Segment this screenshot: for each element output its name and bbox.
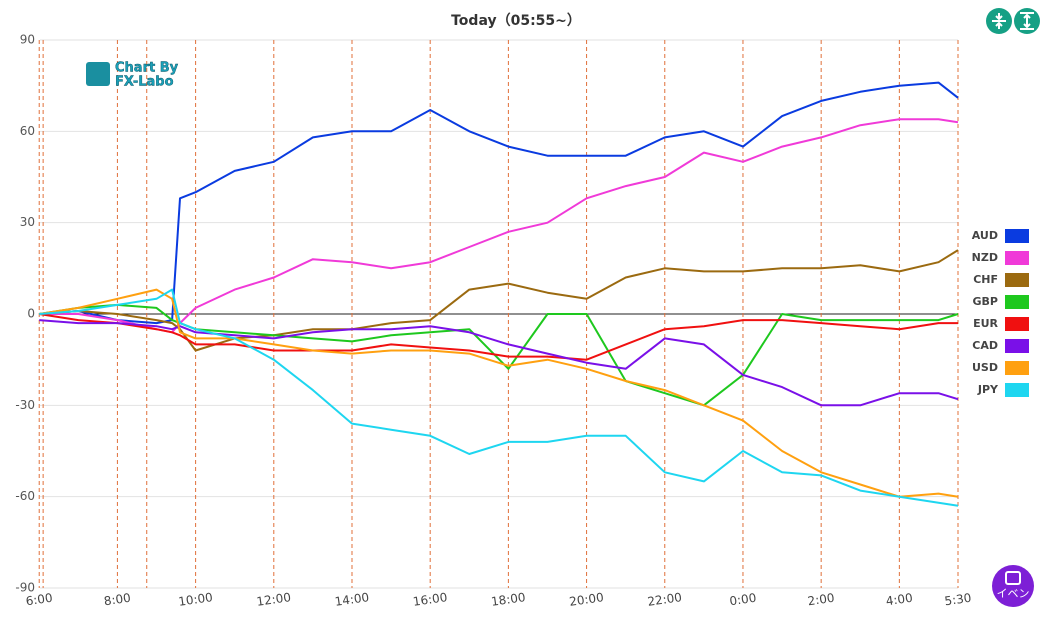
watermark: Chart By FX-Labo xyxy=(86,60,179,90)
x-tick-label: 20:00 xyxy=(568,590,604,609)
y-tick-label: 30 xyxy=(20,215,35,229)
legend-label: EUR xyxy=(973,317,998,330)
expand-icon xyxy=(1020,12,1034,30)
x-tick-label: 18:00 xyxy=(490,590,526,609)
plot: -90 -60 -30 0 30 60 90 6:00 8:00 10:00 12:00 14:00 1… xyxy=(15,33,1029,609)
legend-swatch xyxy=(1005,317,1029,331)
legend-label: GBP xyxy=(973,295,998,308)
event-button[interactable]: イベン xyxy=(992,565,1034,607)
chart-title: Today（05:55~） xyxy=(451,13,581,29)
legend-swatch xyxy=(1005,339,1029,353)
x-tick-label: 0:00 xyxy=(729,591,758,609)
watermark-text: FX-Labo xyxy=(115,75,174,90)
y-tick-label: -30 xyxy=(15,398,35,412)
legend-swatch xyxy=(1005,295,1029,309)
x-tick-label: 16:00 xyxy=(412,590,448,609)
series-line xyxy=(39,288,959,498)
x-tick-label: 12:00 xyxy=(256,590,292,609)
y-tick-label: -60 xyxy=(15,489,35,503)
legend-label: CHF xyxy=(973,273,998,286)
watermark-text: Chart By xyxy=(115,61,179,76)
y-tick-label: 0 xyxy=(27,307,35,321)
legend-swatch xyxy=(1005,229,1029,243)
x-tick-label: 6:00 xyxy=(25,591,54,609)
series-line xyxy=(39,81,959,325)
x-tick-label: 8:00 xyxy=(103,591,132,609)
top-buttons xyxy=(986,8,1040,34)
series-line xyxy=(39,118,959,334)
legend-swatch xyxy=(1005,361,1029,375)
legend-label: AUD xyxy=(972,229,998,242)
y-tick-label: 90 xyxy=(20,33,35,47)
watermark-icon xyxy=(86,62,110,86)
series-line xyxy=(39,303,959,407)
legend-label: USD xyxy=(972,361,998,374)
x-tick-label: 22:00 xyxy=(647,590,683,609)
calendar-icon xyxy=(1005,571,1021,585)
legend-label: NZD xyxy=(972,251,998,264)
y-tick-label: -90 xyxy=(15,581,35,595)
series-line xyxy=(39,249,959,352)
legend-swatch xyxy=(1005,383,1029,397)
legend-label: CAD xyxy=(972,339,998,352)
legend-label: JPY xyxy=(977,383,999,396)
series-line xyxy=(39,319,959,407)
collapse-icon xyxy=(992,13,1006,29)
x-tick-label: 4:00 xyxy=(885,591,914,609)
legend-swatch xyxy=(1005,251,1029,265)
legend-swatch xyxy=(1005,273,1029,287)
event-button-label: イベン xyxy=(997,587,1030,600)
y-tick-label: 60 xyxy=(20,124,35,138)
x-tick-label: 2:00 xyxy=(807,591,836,609)
series-line xyxy=(39,288,959,507)
series-line xyxy=(39,313,958,361)
x-tick-label: 10:00 xyxy=(177,590,213,609)
event-button-circle[interactable] xyxy=(992,565,1034,607)
x-tick-label: 5:30 xyxy=(944,591,973,609)
x-tick-label: 14:00 xyxy=(334,590,370,609)
